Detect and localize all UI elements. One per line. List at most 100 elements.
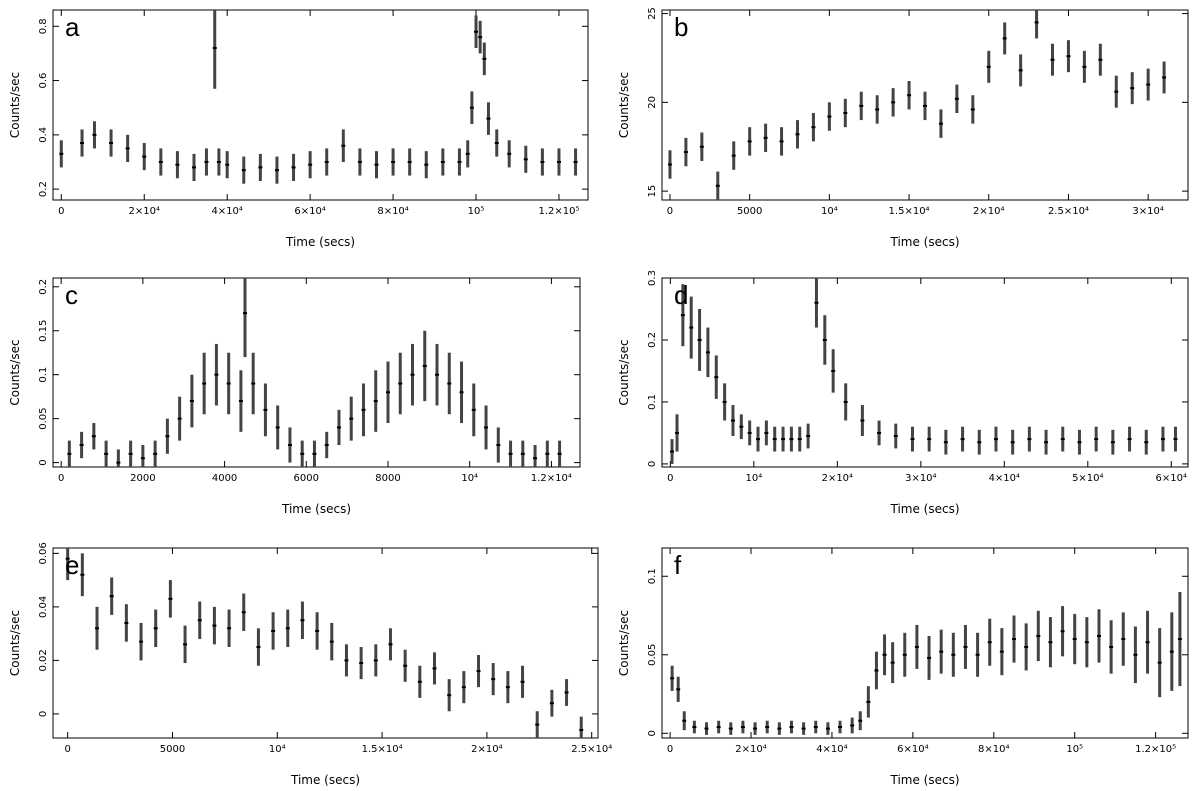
x-tick-label: 10⁵ xyxy=(1066,744,1083,755)
panel-a: 0 2×10⁴ 4×10⁴ 6×10⁴ 8×10⁴ 10⁵ 1.2×10⁵ 0.2 0.4 0.6… xyxy=(8,9,589,249)
y-tick-label: 0.02 xyxy=(38,649,49,671)
x-tick-label: 3×10⁴ xyxy=(905,473,936,484)
y-tick-label: 0.2 xyxy=(647,332,658,348)
y-tick-label: 0 xyxy=(38,459,49,465)
x-tick-label: 1.2×10⁵ xyxy=(538,206,579,217)
data-series xyxy=(67,278,562,467)
y-tick-label: 0.1 xyxy=(38,367,49,383)
plot-frame xyxy=(661,277,1189,468)
panel-letter: d xyxy=(674,280,688,310)
x-tick-label: 1.5×10⁴ xyxy=(889,206,930,217)
x-tick-label: 3×10⁴ xyxy=(1132,206,1163,217)
y-tick-label: 0.6 xyxy=(38,73,49,89)
x-tick-label: 2×10⁴ xyxy=(822,473,853,484)
x-tick-label: 0 xyxy=(64,744,70,755)
panel-b: 0 5000 10⁴ 1.5×10⁴ 2×10⁴ 2.5×10⁴ 3×10⁴ 15 20 25 b T… xyxy=(617,7,1189,249)
y-tick-label: 15 xyxy=(647,185,658,198)
y-tick-label: 0.1 xyxy=(647,568,658,584)
plot-frame xyxy=(661,9,1189,201)
x-axis-label: Time (secs) xyxy=(889,235,959,249)
panel-f: 0 2×10⁴ 4×10⁴ 6×10⁴ 8×10⁴ 10⁵ 1.2×10⁵ 0 0.05 0.1 f… xyxy=(617,547,1189,787)
y-axis-label: Counts/sec xyxy=(8,610,22,676)
x-tick-label: 0 xyxy=(58,473,64,484)
x-tick-label: 10⁴ xyxy=(461,473,478,484)
y-tick-label: 0.05 xyxy=(647,644,658,666)
y-tick-label: 0.4 xyxy=(38,127,49,143)
x-tick-label: 8×10⁴ xyxy=(377,206,408,217)
data-series xyxy=(667,10,1167,200)
x-tick-label: 6000 xyxy=(294,473,319,484)
x-tick-label: 0 xyxy=(667,744,673,755)
y-axis-label: Counts/sec xyxy=(8,339,22,405)
x-tick-label: 1.2×10⁴ xyxy=(531,473,572,484)
x-tick-label: 2000 xyxy=(130,473,155,484)
y-tick-label: 20 xyxy=(647,96,658,109)
x-tick-label: 2.5×10⁴ xyxy=(571,744,612,755)
x-tick-label: 2.5×10⁴ xyxy=(1048,206,1089,217)
data-series xyxy=(65,548,584,738)
x-tick-label: 5000 xyxy=(737,206,762,217)
y-tick-label: 0 xyxy=(647,461,658,467)
plot-frame xyxy=(661,547,1189,739)
y-axis-label: Counts/sec xyxy=(8,72,22,138)
y-tick-label: 0 xyxy=(38,711,49,717)
y-tick-label: 0.06 xyxy=(38,542,49,564)
panel-d: 0 10⁴ 2×10⁴ 3×10⁴ 4×10⁴ 5×10⁴ 6×10⁴ 0 0.1 0.2 0.3 d… xyxy=(617,270,1189,516)
x-tick-label: 5000 xyxy=(160,744,185,755)
y-tick-label: 0.3 xyxy=(647,270,658,286)
y-tick-label: 0.05 xyxy=(38,408,49,430)
y-tick-label: 0.2 xyxy=(38,279,49,295)
x-axis-label: Time (secs) xyxy=(285,235,355,249)
x-tick-label: 10⁴ xyxy=(269,744,286,755)
panel-letter: b xyxy=(674,12,688,42)
x-tick-label: 8×10⁴ xyxy=(978,744,1009,755)
panel-letter: c xyxy=(65,280,78,310)
x-tick-label: 4×10⁴ xyxy=(211,206,242,217)
x-tick-label: 4000 xyxy=(212,473,237,484)
x-tick-label: 0 xyxy=(58,206,64,217)
y-axis-label: Counts/sec xyxy=(617,72,631,138)
x-axis-label: Time (secs) xyxy=(290,773,360,787)
y-axis-label: Counts/sec xyxy=(617,339,631,405)
x-axis-label: Time (secs) xyxy=(889,502,959,516)
panel-letter: a xyxy=(65,12,80,42)
y-tick-label: 0.1 xyxy=(647,394,658,410)
x-tick-label: 6×10⁴ xyxy=(1156,473,1187,484)
x-tick-label: 4×10⁴ xyxy=(989,473,1020,484)
x-tick-label: 4×10⁴ xyxy=(816,744,847,755)
x-tick-label: 2×10⁴ xyxy=(973,206,1004,217)
x-axis-label: Time (secs) xyxy=(281,502,351,516)
x-tick-label: 2×10⁴ xyxy=(128,206,159,217)
x-tick-label: 2×10⁴ xyxy=(471,744,502,755)
y-tick-label: 25 xyxy=(647,7,658,20)
data-series xyxy=(670,591,1182,735)
x-tick-label: 1.5×10⁴ xyxy=(362,744,403,755)
y-axis-label: Counts/sec xyxy=(617,610,631,676)
x-tick-label: 5×10⁴ xyxy=(1072,473,1103,484)
x-tick-label: 6×10⁴ xyxy=(897,744,928,755)
panel-c: 0 2000 4000 6000 8000 10⁴ 1.2×10⁴ 0 0.05 0.1 0.15 0… xyxy=(8,277,581,516)
x-tick-label: 0 xyxy=(667,473,673,484)
panel-letter: e xyxy=(65,550,79,580)
x-tick-label: 6×10⁴ xyxy=(294,206,325,217)
x-tick-label: 10⁵ xyxy=(468,206,485,217)
data-series xyxy=(670,278,1178,464)
x-tick-label: 0 xyxy=(667,206,673,217)
y-tick-label: 0 xyxy=(647,730,658,736)
plot-frame xyxy=(52,9,589,201)
x-tick-label: 1.2×10⁵ xyxy=(1135,744,1176,755)
y-tick-label: 0.2 xyxy=(38,181,49,197)
y-tick-label: 0.04 xyxy=(38,596,49,618)
x-tick-label: 10⁴ xyxy=(821,206,838,217)
panel-letter: f xyxy=(674,550,682,580)
panel-e: 0 5000 10⁴ 1.5×10⁴ 2×10⁴ 2.5×10⁴ 0 0.02 0.04 0.06… xyxy=(8,542,612,787)
y-tick-label: 0.8 xyxy=(38,18,49,34)
x-tick-label: 10⁴ xyxy=(745,473,762,484)
y-tick-label: 0.15 xyxy=(38,320,49,342)
x-tick-label: 2×10⁴ xyxy=(735,744,766,755)
x-axis-label: Time (secs) xyxy=(889,773,959,787)
plot-frame xyxy=(52,277,581,468)
plot-frame xyxy=(52,547,599,739)
x-tick-label: 8000 xyxy=(375,473,400,484)
